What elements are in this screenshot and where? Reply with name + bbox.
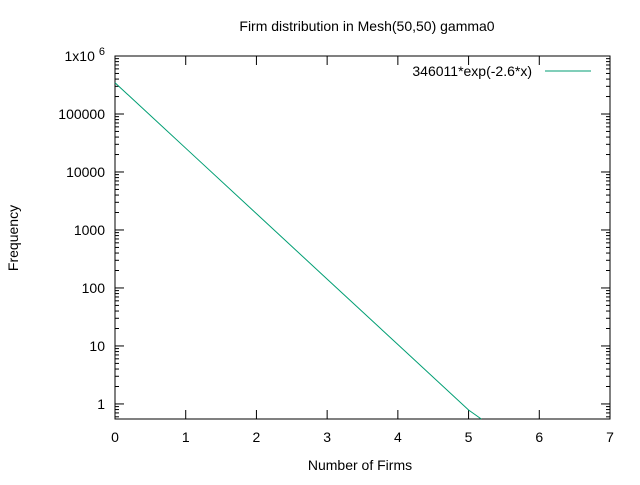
plot-frame (114, 55, 611, 420)
legend-label-0: 346011*exp(-2.6*x) (412, 63, 532, 79)
y-tick-6-label-exponent: 6 (99, 46, 105, 58)
y-tick-6-label: 1x10 6 (65, 46, 105, 64)
x-tick-0-label: 0 (111, 429, 119, 445)
x-axis-label: Number of Firms (308, 457, 412, 473)
series-layer (114, 82, 482, 420)
y-tick-2-label: 100 (82, 280, 106, 296)
y-tick-6-label-base: 1x10 (65, 48, 96, 64)
x-tick-4-label: 4 (394, 429, 402, 445)
x-tick-5-label: 5 (465, 429, 473, 445)
series-line-0 (114, 82, 482, 420)
x-tick-3-label: 3 (323, 429, 331, 445)
y-tick-1-label: 10 (89, 338, 105, 354)
y-tick-5-label: 100000 (58, 106, 105, 122)
legend: 346011*exp(-2.6*x) (412, 63, 591, 79)
x-tick-1-label: 1 (182, 429, 190, 445)
x-tick-2-label: 2 (253, 429, 261, 445)
y-tick-3-label: 1000 (74, 222, 105, 238)
y-tick-0-label: 1 (97, 396, 105, 412)
y-tick-4-label: 10000 (66, 164, 105, 180)
chart-title: Firm distribution in Mesh(50,50) gamma0 (239, 18, 494, 34)
x-tick-6-label: 6 (535, 429, 543, 445)
x-tick-7-label: 7 (606, 429, 614, 445)
y-axis-label: Frequency (5, 205, 21, 271)
